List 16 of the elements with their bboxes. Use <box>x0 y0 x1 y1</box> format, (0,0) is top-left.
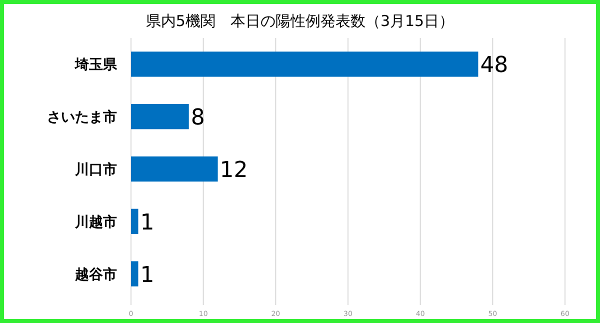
bar <box>131 208 138 234</box>
bar <box>131 104 189 130</box>
y-tick-label: 越谷市 <box>74 266 117 283</box>
data-label: 1 <box>140 210 154 236</box>
data-label: 1 <box>140 262 154 288</box>
data-label: 8 <box>190 106 205 131</box>
y-tick-label: 川越市 <box>74 213 117 230</box>
chart-title: 県内5機関 本日の陽性例発表数（3月15日） <box>146 12 454 30</box>
y-tick-label: 埼玉県 <box>74 57 118 74</box>
data-label: 12 <box>220 158 248 183</box>
bar <box>131 156 218 182</box>
y-tick-label: 川口市 <box>74 161 117 178</box>
bar <box>131 52 478 77</box>
bar <box>131 261 138 286</box>
data-label: 48 <box>480 53 508 78</box>
y-tick-label: さいたま市 <box>47 108 117 126</box>
